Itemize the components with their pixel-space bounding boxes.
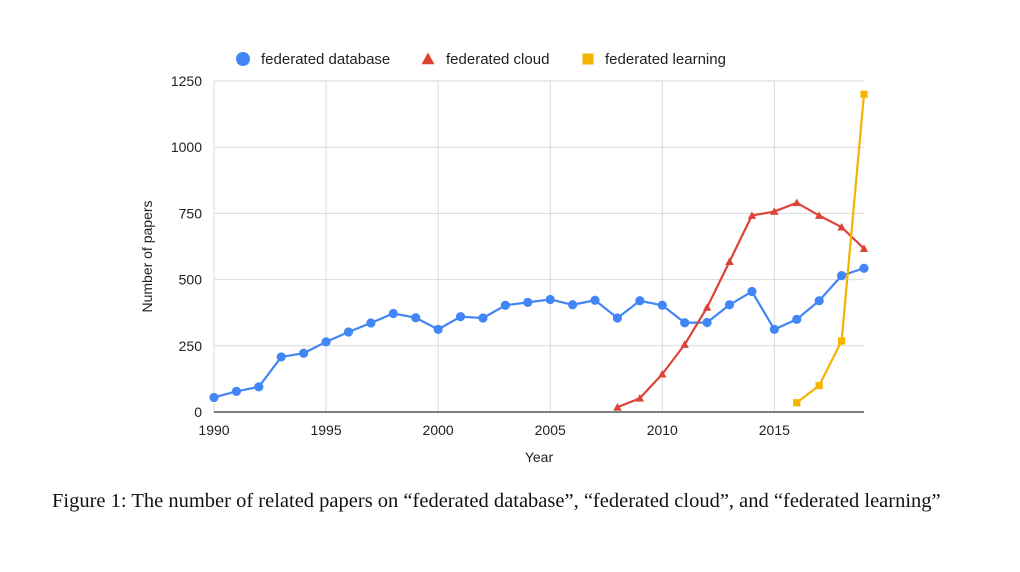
gridlines (213, 80, 864, 412)
data-point-federated-database (209, 392, 219, 403)
data-point-federated-database (702, 317, 712, 328)
data-point-federated-database (500, 300, 510, 310)
y-tick-label: 0 (194, 404, 202, 420)
data-point-federated-database (612, 313, 623, 323)
data-point-federated-learning (793, 399, 801, 407)
data-point-federated-database (545, 294, 555, 305)
data-point-federated-database (814, 296, 824, 306)
data-point-federated-cloud (837, 222, 846, 231)
legend-label-federated-cloud: federated cloud (446, 51, 549, 68)
data-point-federated-database (411, 313, 421, 323)
legend-marker-federated-cloud (421, 52, 435, 65)
legend-marker-federated-database (236, 52, 250, 66)
x-tick-label: 2005 (535, 422, 566, 438)
x-tick-label: 2010 (647, 422, 678, 438)
data-point-federated-database (657, 300, 667, 310)
x-tick-label: 1990 (198, 422, 229, 438)
x-tick-label: 2000 (423, 422, 454, 438)
data-point-federated-database (836, 271, 847, 281)
data-point-federated-database (321, 337, 331, 347)
y-axis-title: Number of papers (139, 200, 155, 312)
data-point-federated-database (635, 296, 645, 306)
data-point-federated-cloud (635, 394, 645, 402)
legend: federated database federated cloud federat… (236, 51, 726, 68)
figure-caption: Figure 1: The number of related papers o… (52, 490, 941, 512)
data-point-federated-cloud (770, 207, 779, 215)
data-point-federated-database (455, 312, 466, 322)
data-point-federated-database (859, 263, 869, 273)
data-point-federated-database (792, 314, 802, 324)
data-point-federated-learning (860, 90, 868, 98)
data-point-federated-database (478, 313, 488, 323)
legend-label-federated-database: federated database (261, 51, 390, 68)
y-tick-label: 250 (179, 338, 203, 354)
data-point-federated-cloud (702, 303, 712, 311)
data-point-federated-database (523, 297, 533, 307)
data-point-federated-learning (837, 337, 846, 345)
series-federated-database (209, 263, 869, 403)
data-point-federated-database (254, 382, 264, 392)
data-point-federated-database (724, 300, 735, 310)
series-federated-cloud (613, 198, 869, 411)
y-tick-label: 1000 (171, 139, 202, 155)
data-point-federated-database (747, 286, 757, 297)
data-point-federated-cloud (725, 257, 734, 265)
series-federated-learning (793, 90, 868, 407)
data-point-federated-database (568, 300, 578, 310)
data-point-federated-database (680, 318, 690, 328)
y-tick-label: 500 (179, 272, 203, 288)
data-point-federated-database (343, 327, 354, 337)
y-tick-label: 1250 (171, 73, 202, 89)
y-axis-ticks: 0 250 500 750 1000 1250 (171, 73, 202, 420)
data-point-federated-database (769, 324, 779, 334)
x-axis-ticks: 1990 1995 2000 2005 2010 2015 (198, 422, 790, 438)
data-point-federated-cloud (680, 340, 689, 348)
data-point-federated-database (276, 352, 286, 362)
data-point-federated-learning (815, 381, 823, 390)
series-line-federated-database (213, 267, 865, 399)
data-point-federated-database (388, 308, 398, 319)
legend-label-federated-learning: federated learning (605, 51, 726, 68)
series-line-federated-learning (796, 94, 866, 404)
data-point-federated-database (433, 324, 443, 334)
x-axis-title: Year (525, 449, 554, 465)
data-point-federated-cloud (613, 403, 622, 411)
data-point-federated-cloud (859, 244, 869, 252)
data-point-federated-cloud (792, 198, 801, 207)
series-line-federated-cloud (617, 201, 865, 409)
data-point-federated-cloud (747, 211, 757, 219)
data-point-federated-database (231, 386, 242, 396)
x-tick-label: 2015 (759, 422, 790, 438)
data-point-federated-database (299, 348, 309, 358)
series-group (209, 90, 869, 411)
data-point-federated-cloud (658, 369, 667, 378)
data-point-federated-cloud (814, 211, 824, 219)
legend-marker-federated-learning (582, 53, 594, 65)
y-tick-label: 750 (179, 205, 203, 221)
line-chart: 0 250 500 750 1000 1250 1990 1995 2000 2005 2010 2… (139, 51, 869, 465)
x-tick-label: 1995 (310, 422, 341, 438)
data-point-federated-database (366, 318, 376, 328)
data-point-federated-database (590, 295, 600, 305)
